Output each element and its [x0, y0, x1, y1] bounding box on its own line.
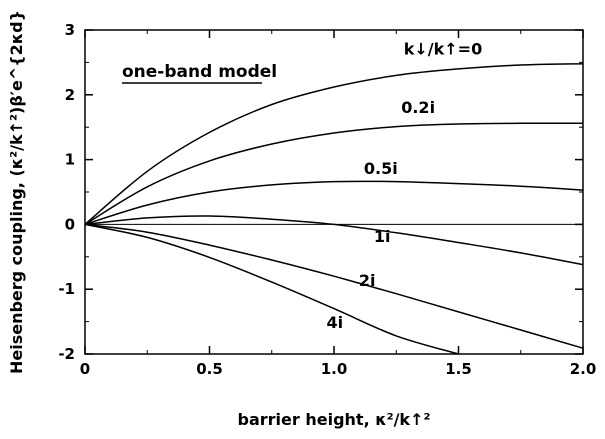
- y-axis-title: Heisenberg coupling, (κ²/k↑²)β′e^{2κd}: [7, 10, 26, 374]
- series-line: [84, 180, 584, 226]
- series-line: [84, 215, 584, 266]
- y-tick-label: 3: [65, 21, 75, 39]
- series-line: [84, 62, 584, 225]
- series-labels: k↓/k↑=0 0.2i 0.5i 1i 2i 4i: [327, 40, 483, 332]
- y-tick-label: -2: [58, 345, 75, 363]
- y-axis: -2 -1 0 1 2 3: [58, 21, 583, 363]
- series-line: [84, 223, 459, 355]
- y-tick-label: 2: [65, 86, 75, 104]
- x-tick-label: 0.5: [196, 360, 223, 378]
- series-label: 0.2i: [401, 98, 435, 117]
- series-label: 4i: [327, 313, 344, 332]
- y-tick-label: 1: [65, 151, 75, 169]
- series-label: 2i: [359, 271, 376, 290]
- x-tick-label: 1.5: [445, 360, 472, 378]
- series-label: 0.5i: [364, 159, 398, 178]
- series-layer: [84, 62, 584, 355]
- model-annotation: one-band model: [122, 62, 277, 82]
- series-label: 1i: [374, 227, 391, 246]
- series-line: [84, 223, 584, 349]
- x-tick-label: 0: [80, 360, 90, 378]
- x-tick-label: 1.0: [321, 360, 348, 378]
- y-tick-label: -1: [58, 280, 75, 298]
- x-tick-label: 2.0: [570, 360, 597, 378]
- y-tick-label: 0: [65, 215, 75, 233]
- series-line: [84, 122, 584, 226]
- x-axis: 0 0.5 1.0 1.5 2.0: [80, 30, 597, 378]
- series-label: k↓/k↑=0: [404, 40, 482, 59]
- x-axis-title: barrier height, κ²/k↑²: [238, 410, 431, 429]
